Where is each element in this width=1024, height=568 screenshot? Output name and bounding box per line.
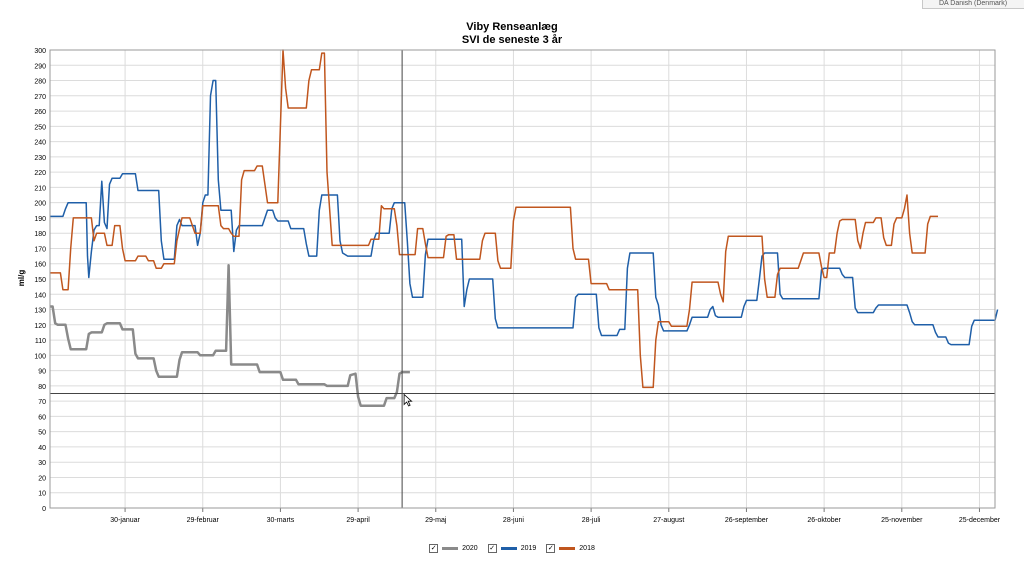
x-tick-label: 29-april (346, 517, 370, 524)
y-tick-label: 210 (34, 185, 46, 192)
x-tick-label: 28-juni (503, 517, 524, 524)
y-tick-label: 110 (35, 338, 46, 345)
x-tick-label: 30-marts (267, 517, 295, 524)
y-tick-label: 10 (38, 491, 46, 498)
legend-item-2018[interactable]: ✓ 2018 (546, 544, 595, 553)
y-tick-label: 140 (34, 292, 46, 299)
y-tick-label: 100 (34, 353, 46, 360)
y-tick-label: 170 (34, 246, 46, 253)
y-tick-label: 80 (38, 384, 46, 391)
y-tick-label: 70 (38, 399, 46, 406)
x-tick-label: 30-januar (110, 517, 140, 524)
y-tick-label: 280 (34, 79, 46, 86)
y-axis-label: ml/g (17, 270, 26, 287)
legend-checkbox[interactable]: ✓ (487, 544, 497, 553)
x-tick-label: 29-februar (187, 517, 220, 524)
y-tick-label: 130 (34, 308, 46, 315)
legend-label: 2020 (462, 545, 478, 552)
y-tick-label: 20 (38, 475, 46, 482)
x-tick-label: 26-oktober (807, 517, 841, 524)
legend-label: 2019 (520, 545, 537, 552)
y-tick-label: 270 (34, 94, 46, 101)
legend-checkbox[interactable]: ✓ (429, 544, 439, 553)
language-indicator[interactable]: DA Danish (Denmark) (922, 0, 1024, 9)
y-tick-label: 160 (34, 262, 46, 269)
legend-item-2019[interactable]: ✓ 2019 (487, 544, 537, 553)
y-tick-label: 150 (34, 277, 46, 284)
y-tick-label: 90 (38, 369, 46, 376)
series-line-2018 (50, 49, 938, 389)
y-tick-label: 180 (34, 231, 46, 238)
y-tick-label: 220 (34, 170, 46, 177)
y-tick-label: 0 (42, 506, 46, 513)
mouse-cursor-icon (403, 393, 413, 407)
legend-item-2020[interactable]: ✓ 2020 (429, 544, 478, 553)
legend-label: 2018 (579, 545, 595, 552)
y-tick-label: 260 (34, 109, 46, 116)
y-tick-label: 50 (38, 430, 46, 437)
y-tick-label: 200 (34, 201, 46, 208)
y-tick-label: 120 (34, 323, 46, 330)
legend: ✓ 2020 ✓ 2019 ✓ 2018 (0, 544, 1024, 553)
legend-swatch (559, 547, 576, 550)
chart-title: Viby Renseanlæg (466, 21, 558, 33)
series-line-2020 (50, 264, 410, 407)
chart-subtitle: SVI de seneste 3 år (461, 34, 563, 46)
legend-swatch (500, 547, 517, 550)
y-tick-label: 190 (34, 216, 46, 223)
plot-frame (49, 49, 996, 509)
x-tick-label: 26-september (725, 517, 769, 524)
y-tick-label: 250 (34, 124, 46, 131)
y-tick-label: 290 (34, 63, 46, 70)
y-tick-label: 240 (34, 140, 46, 147)
x-tick-label: 27-august (653, 517, 684, 524)
series-line-2019 (50, 79, 999, 346)
legend-checkbox[interactable]: ✓ (546, 544, 556, 553)
y-tick-label: 40 (38, 445, 46, 452)
x-tick-label: 25-november (881, 517, 923, 524)
x-tick-label: 28-juli (582, 517, 601, 524)
y-tick-label: 230 (34, 155, 46, 162)
y-tick-label: 30 (38, 460, 46, 467)
x-tick-label: 29-maj (425, 517, 447, 524)
x-tick-label: 25-december (959, 517, 1001, 524)
legend-swatch (442, 547, 459, 550)
y-tick-label: 60 (38, 414, 46, 421)
y-tick-label: 300 (34, 48, 46, 55)
